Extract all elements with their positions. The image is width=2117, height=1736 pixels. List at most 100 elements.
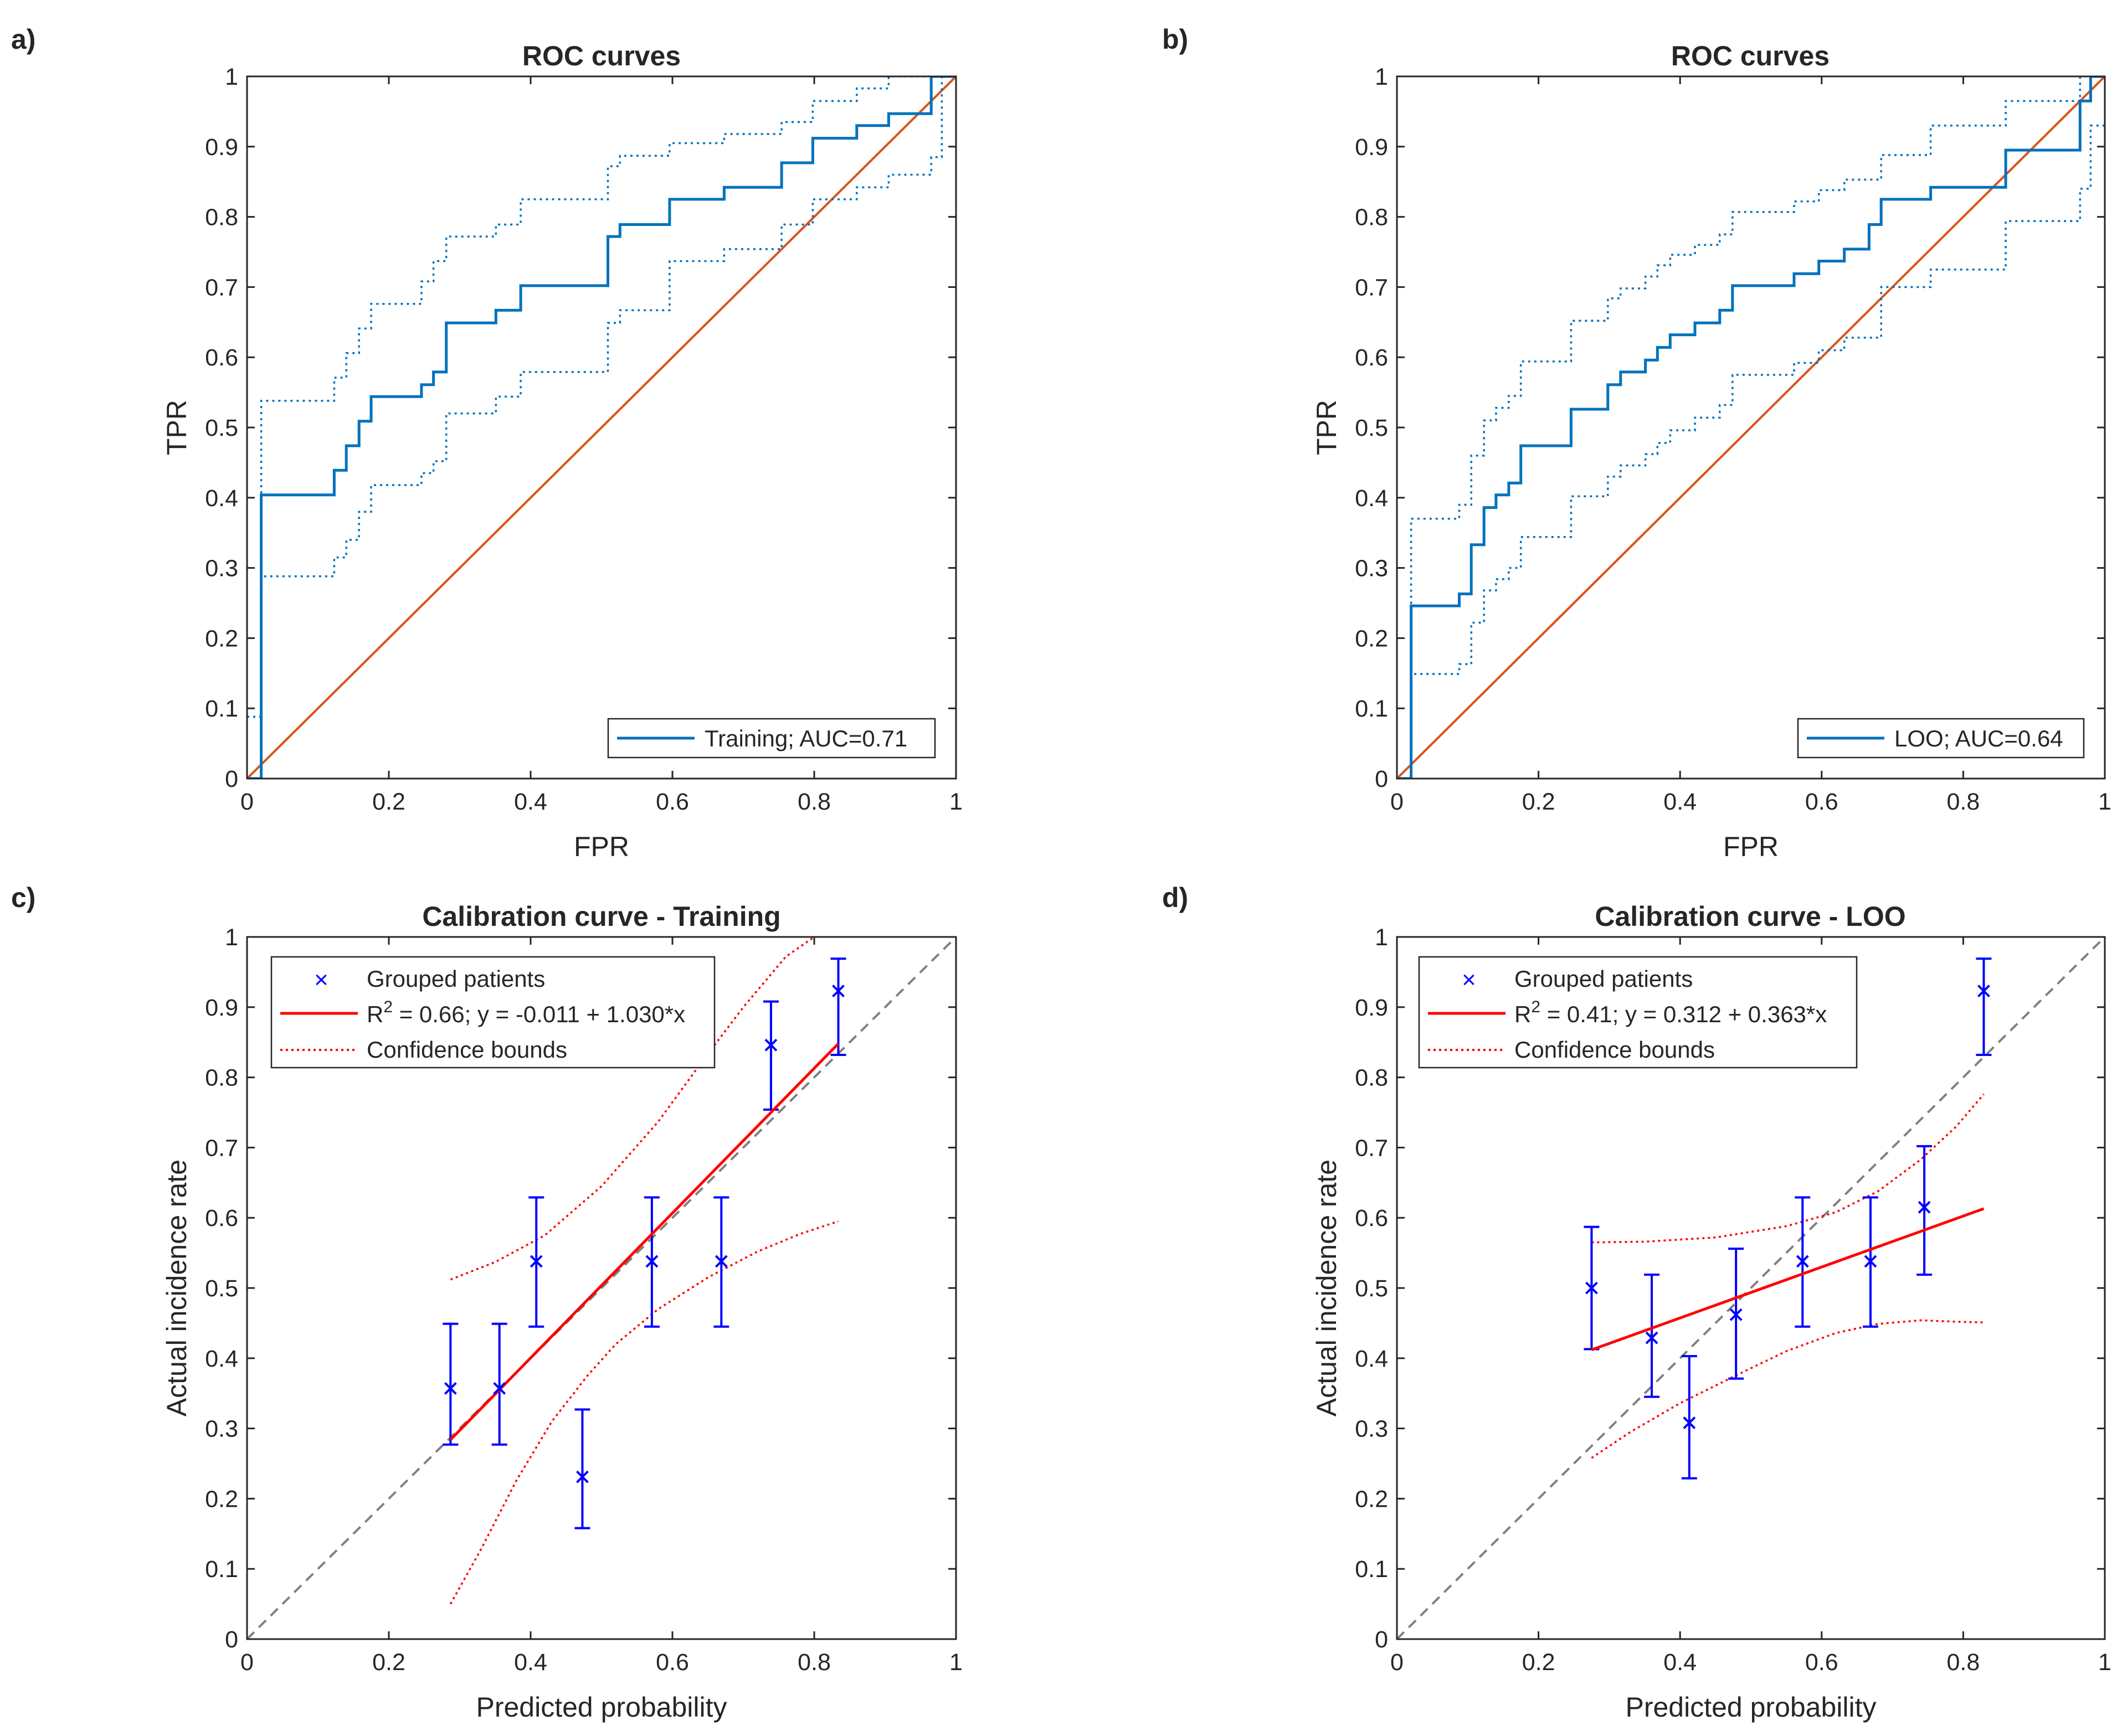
chart-title-a: ROC curves [522, 40, 681, 71]
x-tick-label-b-5: 1 [2098, 789, 2111, 815]
panel-a: a) ROC curves 0 0.2 0.4 0.6 0.8 1 0 0.1 0.2 0.3 0.… [11, 24, 963, 862]
x-tick-label-b-1: 0.2 [1522, 789, 1555, 815]
y-tick-label-b-4: 0.4 [1355, 485, 1388, 512]
y-axis-label-a: TPR [161, 400, 192, 455]
legend-marker-grouped-d: × [1462, 966, 1476, 993]
confidence-lower-c [449, 1220, 839, 1605]
x-tick-label-a-3: 0.6 [656, 789, 689, 815]
point-marker-c-7 [832, 985, 845, 998]
point-marker-d-7 [1977, 985, 1990, 998]
x-axis-label-a: FPR [574, 831, 629, 862]
fit-line-d [1591, 1207, 1985, 1351]
plot-area-b: 0 0.2 0.4 0.6 0.8 1 0 0.1 0.2 0.3 0.4 0.5 0.6 0.7 0.8 0… [1355, 64, 2111, 815]
y-tick-label-d-5: 0.5 [1355, 1275, 1388, 1302]
legend-text-loo: LOO; AUC=0.64 [1894, 725, 2063, 751]
series-b-0-step-solid [1397, 76, 2105, 779]
axes-frame-a [246, 75, 957, 780]
point-marker-c-2 [530, 1255, 543, 1268]
confidence-upper-c [450, 937, 815, 1281]
axes-frame-d [1396, 936, 2106, 1640]
x-tick-label-b-2: 0.4 [1663, 789, 1697, 815]
y-tick-label-a-5: 0.5 [205, 415, 238, 441]
x-tick-label-a-4: 0.8 [798, 789, 831, 815]
y-tick-label-d-10: 1 [1375, 924, 1388, 951]
x-tick-label-d-4: 0.8 [1947, 1649, 1980, 1676]
y-tick-label-d-6: 0.6 [1355, 1205, 1388, 1232]
y-tick-label-a-3: 0.3 [205, 555, 238, 582]
y-tick-label-d-9: 0.9 [1355, 995, 1388, 1021]
legend-marker-grouped-c: × [314, 966, 328, 993]
x-axis-label-c: Predicted probability [476, 1692, 727, 1723]
y-tick-label-d-3: 0.3 [1355, 1416, 1388, 1443]
y-tick-label-b-9: 0.9 [1355, 134, 1388, 161]
series-a-0-step-solid [247, 76, 956, 779]
panel-b: b) ROC curves 0 0.2 0.4 0.6 0.8 1 0 0.1 0.2 0.3 0.… [1162, 24, 2111, 862]
panel-c: c) Calibration curve - Training 0 0.2 0.4 0… [11, 882, 963, 1723]
legend-text-grouped-c: Grouped patients [367, 966, 545, 992]
y-tick-label-c-8: 0.8 [205, 1065, 238, 1091]
x-tick-label-b-3: 0.6 [1805, 789, 1838, 815]
x-tick-label-a-2: 0.4 [514, 789, 547, 815]
point-marker-d-0 [1585, 1281, 1598, 1295]
plot-area-c: 0 0.2 0.4 0.6 0.8 1 0 0.1 0.2 0.3 0.4 0.5 0.6 0.7 0.8 0… [205, 924, 963, 1676]
y-axis-label-d: Actual incidence rate [1311, 1160, 1342, 1416]
point-marker-d-6 [1918, 1201, 1931, 1214]
x-tick-label-c-1: 0.2 [372, 1649, 405, 1676]
y-tick-label-c-4: 0.4 [205, 1346, 238, 1372]
y-tick-label-c-3: 0.3 [205, 1416, 238, 1443]
x-tick-label-a-1: 0.2 [372, 789, 405, 815]
legend-text-bounds-c: Confidence bounds [367, 1037, 567, 1063]
y-tick-label-b-1: 0.1 [1355, 696, 1388, 722]
plot-area-a: 0 0.2 0.4 0.6 0.8 1 0 0.1 0.2 0.3 0.4 0.5 0.6 0.7 0.8 0… [205, 64, 963, 815]
panel-label-c: c) [11, 882, 35, 913]
x-tick-label-b-0: 0 [1390, 789, 1404, 815]
x-tick-label-c-4: 0.8 [798, 1649, 831, 1676]
y-tick-label-a-9: 0.9 [205, 134, 238, 161]
legend-fit-sup-d: 2 [1531, 998, 1540, 1016]
series-b-1-step-dotted [1397, 76, 2105, 779]
series-a-1-step-dotted [247, 76, 956, 718]
series-b-2-step-dotted [1397, 125, 2105, 779]
y-tick-label-c-9: 0.9 [205, 995, 238, 1021]
legend-text-bounds-d: Confidence bounds [1514, 1037, 1715, 1063]
y-tick-label-c-7: 0.7 [205, 1135, 238, 1161]
y-tick-label-d-2: 0.2 [1355, 1486, 1388, 1512]
legend-fit-eq-d: = 0.41; y = 0.312 + 0.363*x [1540, 1001, 1827, 1027]
y-tick-label-b-8: 0.8 [1355, 204, 1388, 231]
point-marker-c-0 [444, 1382, 457, 1395]
legend-text-fit-c: R2 = 0.66; y = -0.011 + 1.030*x [367, 998, 685, 1027]
panel-label-a: a) [11, 24, 35, 55]
y-tick-label-b-5: 0.5 [1355, 415, 1388, 441]
x-tick-label-c-5: 1 [949, 1649, 963, 1676]
y-tick-label-c-1: 0.1 [205, 1556, 238, 1583]
panel-label-b: b) [1162, 24, 1188, 55]
point-marker-c-1 [493, 1382, 506, 1395]
y-tick-label-b-2: 0.2 [1355, 625, 1388, 652]
fit-line-c [449, 1042, 840, 1441]
x-tick-label-b-4: 0.8 [1947, 789, 1980, 815]
y-tick-label-a-10: 1 [225, 64, 238, 90]
y-tick-label-a-1: 0.1 [205, 696, 238, 722]
y-tick-label-c-6: 0.6 [205, 1205, 238, 1232]
y-axis-label-c: Actual incidence rate [161, 1160, 192, 1416]
y-tick-label-a-7: 0.7 [205, 274, 238, 301]
y-tick-label-a-2: 0.2 [205, 625, 238, 652]
y-tick-label-a-8: 0.8 [205, 204, 238, 231]
y-tick-label-d-8: 0.8 [1355, 1065, 1388, 1091]
axes-frame-c [246, 936, 957, 1640]
legend-fit-sup-c: 2 [383, 998, 393, 1016]
axes-frame-b [1396, 75, 2106, 780]
x-tick-label-c-2: 0.4 [514, 1649, 547, 1676]
point-marker-c-5 [715, 1255, 728, 1268]
legend-text-grouped-d: Grouped patients [1514, 966, 1693, 992]
series-b-3-diagonal [1397, 76, 2105, 779]
x-tick-label-a-5: 1 [949, 789, 963, 815]
y-tick-label-b-6: 0.6 [1355, 344, 1388, 371]
y-tick-label-d-1: 0.1 [1355, 1556, 1388, 1583]
point-marker-c-4 [645, 1255, 659, 1268]
legend-text-fit-d: R2 = 0.41; y = 0.312 + 0.363*x [1514, 998, 1827, 1027]
y-tick-label-b-3: 0.3 [1355, 555, 1388, 582]
point-marker-c-6 [764, 1038, 778, 1052]
chart-title-b: ROC curves [1671, 40, 1830, 71]
